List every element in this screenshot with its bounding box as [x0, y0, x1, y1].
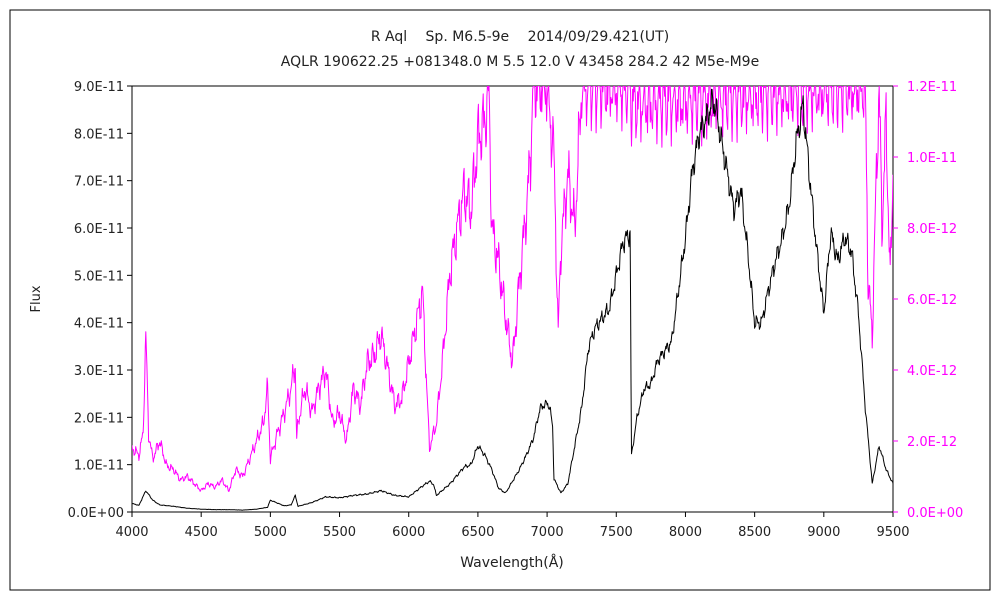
y-axis-right: 0.0E+00 2.0E-12 4.0E-12 6.0E-12 8.0E-12 1.0E-… — [893, 80, 963, 521]
x-tick-label: 5500 — [323, 525, 356, 540]
spectrum-line-right-axis — [132, 86, 893, 492]
y-right-tick-label: 2.0E-12 — [907, 435, 957, 450]
y-right-tick-label: 8.0E-12 — [907, 222, 957, 237]
x-tick-label: 8000 — [669, 525, 702, 540]
y-left-tick-label: 8.0E-11 — [74, 127, 124, 142]
y-left-tick-label: 3.0E-11 — [74, 364, 124, 379]
x-axis: 4000 4500 5000 5500 6000 6500 7000 7500 8000 8500… — [115, 512, 910, 540]
y-left-tick-label: 1.0E-11 — [74, 459, 124, 474]
y-left-tick-label: 7.0E-11 — [74, 175, 124, 190]
y-left-tick-label: 9.0E-11 — [74, 80, 124, 95]
y-left-tick-label: 6.0E-11 — [74, 222, 124, 237]
y-right-tick-label: 1.2E-11 — [907, 80, 957, 95]
y-left-tick-label: 4.0E-11 — [74, 317, 124, 332]
x-tick-label: 4500 — [185, 525, 218, 540]
y-axis-label: Flux — [29, 285, 44, 312]
x-axis-label: Wavelength(Å) — [460, 554, 564, 571]
x-tick-label: 9000 — [807, 525, 840, 540]
spectrum-line-left-axis — [132, 88, 893, 511]
outer-frame — [9, 9, 991, 591]
x-tick-label: 6500 — [461, 525, 494, 540]
chart-subtitle: AQLR 190622.25 +081348.0 M 5.5 12.0 V 43… — [281, 54, 759, 70]
x-tick-label: 7500 — [600, 525, 633, 540]
x-tick-label: 7000 — [531, 525, 564, 540]
series-layer — [132, 86, 893, 511]
x-tick-label: 8500 — [738, 525, 771, 540]
y-right-tick-label: 4.0E-12 — [907, 364, 957, 379]
x-tick-label: 9500 — [876, 525, 909, 540]
y-right-tick-label: 6.0E-12 — [907, 293, 957, 308]
y-axis-left: 0.0E+00 1.0E-11 2.0E-11 3.0E-11 4.0E-11 5.0E-… — [68, 80, 132, 521]
y-right-tick-label: 1.0E-11 — [907, 151, 957, 166]
y-left-tick-label: 5.0E-11 — [74, 269, 124, 284]
x-tick-label: 5000 — [254, 525, 287, 540]
x-tick-label: 4000 — [115, 525, 148, 540]
y-left-tick-label: 2.0E-11 — [74, 411, 124, 426]
chart-title: R Aql Sp. M6.5-9e 2014/09/29.421(UT) — [371, 29, 669, 45]
x-tick-label: 6000 — [392, 525, 425, 540]
y-left-tick-label: 0.0E+00 — [68, 506, 124, 521]
y-right-tick-label: 0.0E+00 — [907, 506, 963, 521]
